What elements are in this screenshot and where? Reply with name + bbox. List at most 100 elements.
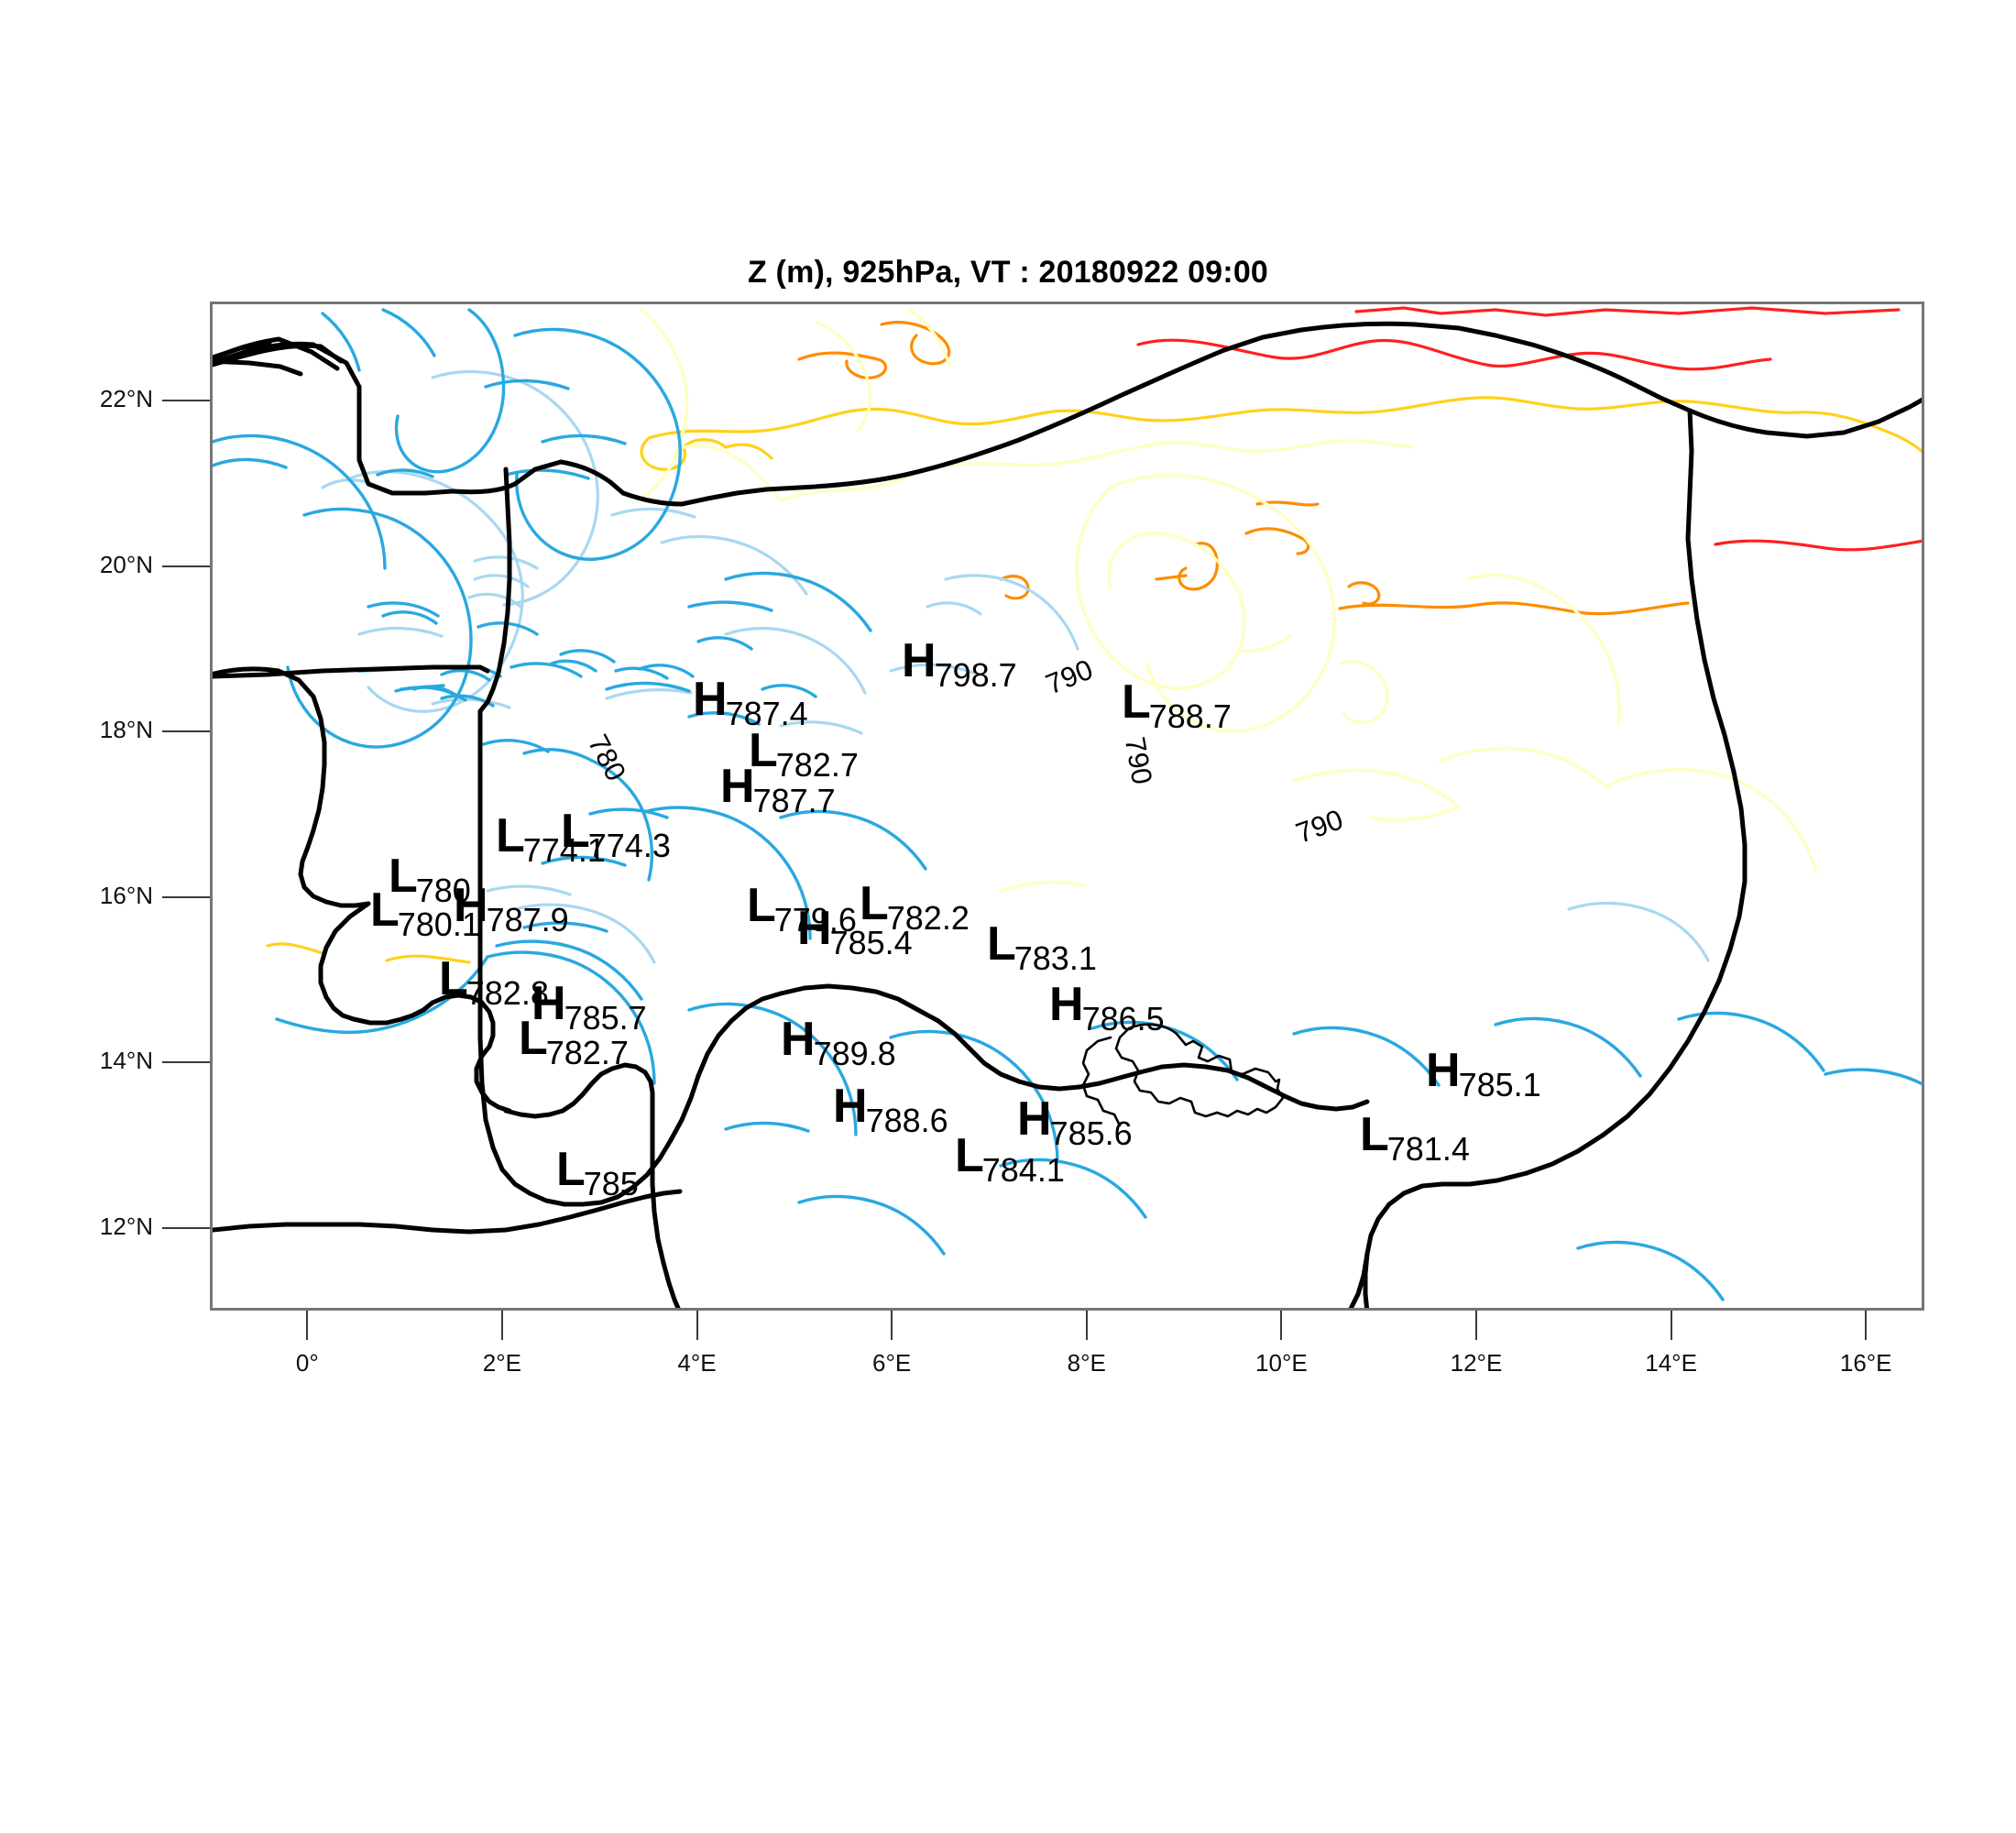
high-center-marker: H789.8 — [781, 1013, 897, 1070]
high-center-marker: H785.7 — [531, 980, 648, 1035]
low-center-marker: L782.2 — [860, 877, 970, 935]
x-tick-label: 2°E — [482, 1349, 521, 1377]
high-center-marker: H798.7 — [902, 634, 1018, 692]
extreme-type-letter: L — [747, 879, 776, 932]
x-tick-label: 6°E — [872, 1349, 912, 1377]
low-center-marker: L774.1 — [496, 809, 607, 867]
extreme-value-label: 789.8 — [813, 1035, 896, 1072]
high-center-marker: H787.4 — [693, 675, 809, 730]
low-center-marker: L782.8 — [439, 955, 550, 1010]
extreme-type-letter: L — [556, 1143, 586, 1196]
y-tick-label: 14°N — [99, 1047, 153, 1075]
extreme-type-letter: H — [454, 879, 488, 932]
low-center-marker: L783.1 — [987, 917, 1098, 975]
high-center-marker: H787.7 — [720, 760, 837, 818]
extreme-value-label: 787.7 — [752, 782, 836, 819]
country-border-layer — [213, 321, 1922, 1308]
extreme-value-label: 786.5 — [1081, 1000, 1165, 1037]
extreme-type-letter: L — [1122, 675, 1151, 729]
y-tick-mark — [162, 730, 210, 733]
high-center-marker: H786.5 — [1049, 978, 1166, 1036]
extreme-type-letter: L — [370, 884, 400, 937]
x-tick-mark — [1865, 1311, 1868, 1340]
high-center-marker: H785.1 — [1426, 1044, 1542, 1102]
x-tick-mark — [891, 1311, 893, 1340]
extreme-value-label: 785.6 — [1049, 1114, 1133, 1152]
extreme-value-label: 782.2 — [886, 899, 970, 937]
contour-layer-805-red — [1136, 306, 1922, 552]
high-center-marker: H785.4 — [797, 902, 914, 960]
x-tick-label: 14°E — [1645, 1349, 1697, 1377]
high-center-marker: H787.9 — [454, 879, 570, 937]
contour-layer-790-lightyellow — [640, 308, 1818, 893]
x-tick-label: 10°E — [1255, 1349, 1308, 1377]
low-center-marker: L784.1 — [955, 1129, 1066, 1187]
low-center-marker: L788.7 — [1122, 675, 1233, 733]
y-tick-label: 20°N — [99, 550, 153, 578]
low-center-marker: L782.7 — [519, 1012, 630, 1070]
extreme-type-letter: H — [781, 1013, 816, 1066]
low-center-marker: L782.7 — [749, 724, 860, 782]
extreme-value-label: 780.1 — [397, 906, 480, 943]
extreme-value-label: 785.7 — [564, 999, 647, 1037]
x-tick-label: 12°E — [1450, 1349, 1503, 1377]
extreme-type-letter: H — [1017, 1092, 1052, 1146]
extreme-type-letter: L — [749, 724, 778, 777]
low-center-marker: L780 — [389, 850, 472, 907]
extreme-value-label: 781.4 — [1386, 1130, 1470, 1168]
y-tick-mark — [162, 400, 210, 402]
y-tick-mark — [162, 895, 210, 898]
extreme-type-letter: L — [1360, 1108, 1389, 1161]
extreme-type-letter: H — [902, 634, 937, 687]
coastline-lake-chad-layer — [1081, 1023, 1285, 1127]
x-tick-label: 8°E — [1067, 1349, 1106, 1377]
x-tick-label: 0° — [295, 1349, 319, 1377]
extreme-type-letter: L — [860, 877, 889, 930]
contour-layer-795-gold — [266, 396, 1922, 964]
extreme-type-letter: H — [1049, 978, 1084, 1031]
extreme-value-label: 783.1 — [1013, 939, 1097, 977]
extreme-type-letter: H — [1426, 1044, 1461, 1097]
y-tick-label: 16°N — [99, 881, 153, 909]
extreme-type-letter: L — [389, 850, 418, 903]
y-tick-mark — [162, 1226, 210, 1229]
extreme-type-letter: L — [955, 1129, 984, 1182]
y-tick-label: 12°N — [99, 1212, 153, 1240]
x-tick-mark — [500, 1311, 503, 1340]
page-title: Z (m), 925hPa, VT : 20180922 09:00 — [747, 255, 1269, 290]
x-tick-mark — [1670, 1311, 1672, 1340]
extreme-type-letter: H — [720, 760, 755, 813]
high-center-marker: H785.6 — [1017, 1092, 1134, 1150]
extreme-type-letter: H — [797, 902, 832, 955]
extreme-value-label: 785.1 — [1458, 1066, 1541, 1103]
extreme-value-label: 774.3 — [587, 827, 671, 864]
extreme-value-label: 782.8 — [466, 974, 549, 1012]
low-center-marker: L780.1 — [370, 884, 481, 941]
y-tick-label: 22°N — [99, 385, 153, 413]
x-tick-mark — [696, 1311, 698, 1340]
extreme-value-label: 780 — [415, 872, 471, 909]
extreme-value-label: 785 — [583, 1165, 639, 1202]
low-center-marker: L781.4 — [1360, 1108, 1471, 1166]
low-center-marker: L779.6 — [747, 879, 858, 937]
map-plot-area: 780 790 790 790 H787.4 H798.7 L788.7 L782.7 H787… — [210, 302, 1924, 1311]
x-tick-label: 16°E — [1839, 1349, 1892, 1377]
map-canvas — [213, 306, 1922, 1308]
y-tick-label: 18°N — [99, 716, 153, 744]
extreme-value-label: 785.4 — [829, 924, 913, 961]
high-center-marker: H788.6 — [833, 1082, 949, 1137]
x-tick-mark — [1474, 1311, 1477, 1340]
x-tick-label: 4°E — [677, 1349, 717, 1377]
extreme-type-letter: L — [561, 805, 590, 858]
y-tick-mark — [162, 565, 210, 567]
extreme-value-label: 788.7 — [1148, 697, 1232, 735]
extreme-value-label: 774.1 — [522, 831, 606, 869]
extreme-type-letter: L — [496, 809, 525, 862]
y-tick-mark — [162, 1061, 210, 1064]
extreme-type-letter: L — [987, 917, 1016, 971]
extreme-value-label: 798.7 — [934, 656, 1017, 694]
extreme-type-letter: L — [519, 1012, 548, 1065]
x-tick-mark — [1085, 1311, 1088, 1340]
extreme-value-label: 784.1 — [981, 1151, 1065, 1189]
